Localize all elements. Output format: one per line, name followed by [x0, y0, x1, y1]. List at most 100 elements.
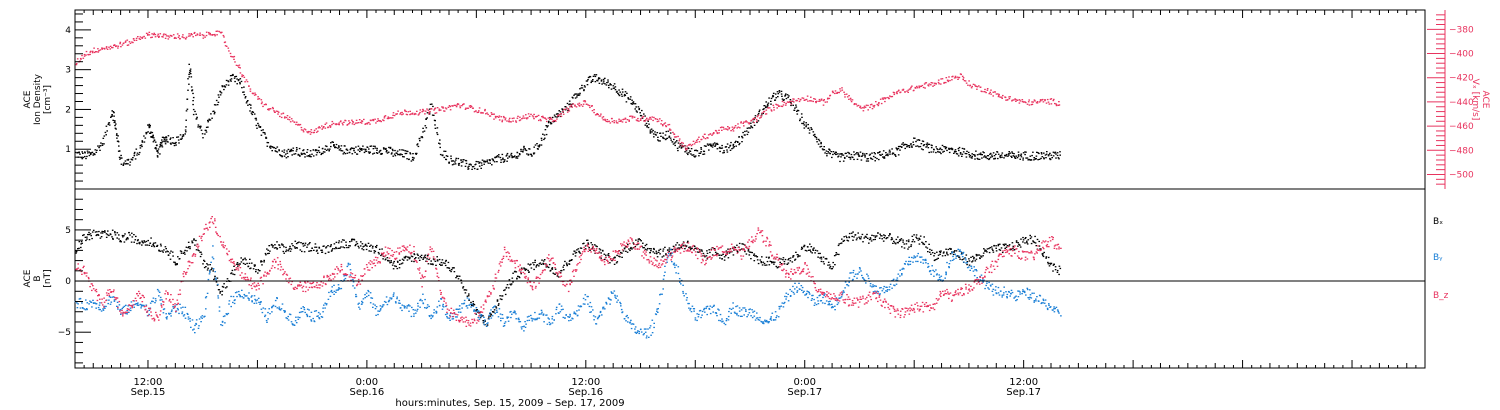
bx-point	[803, 246, 805, 248]
density-point	[793, 109, 796, 111]
velocity-point	[218, 30, 220, 33]
bx-point	[302, 242, 304, 245]
velocity-point	[716, 132, 718, 134]
velocity-point	[990, 89, 992, 91]
by-point	[82, 307, 84, 309]
density-point	[281, 156, 283, 158]
density-point	[716, 143, 719, 145]
velocity-point	[400, 112, 402, 114]
velocity-point	[466, 107, 469, 109]
by-point	[478, 310, 480, 312]
density-point	[1047, 155, 1050, 157]
density-point	[588, 76, 590, 78]
density-point	[872, 155, 875, 158]
by-point	[798, 282, 800, 284]
bx-point	[141, 241, 144, 243]
by-point	[246, 295, 248, 297]
by-point	[438, 304, 441, 307]
bx-point	[1052, 270, 1054, 272]
velocity-point	[457, 103, 460, 105]
by-point	[590, 306, 593, 308]
density-point	[612, 85, 615, 87]
velocity-point	[322, 127, 324, 129]
density-point	[241, 87, 243, 89]
density-point	[102, 137, 105, 139]
density-point	[581, 87, 584, 89]
velocity-point	[593, 109, 595, 111]
velocity-point	[897, 90, 900, 92]
velocity-point	[689, 143, 691, 145]
density-point	[234, 80, 236, 83]
velocity-point	[984, 88, 986, 91]
density-point	[705, 145, 707, 147]
bx-point	[364, 243, 367, 245]
density-point	[902, 144, 905, 146]
density-point	[905, 144, 908, 146]
velocity-point	[378, 120, 381, 122]
velocity-point	[262, 105, 264, 108]
bx-point	[794, 259, 796, 261]
bx-point	[639, 239, 641, 241]
by-point	[664, 271, 666, 273]
velocity-point	[387, 116, 390, 118]
by-point	[473, 309, 476, 311]
by-point	[466, 305, 468, 307]
bx-point	[472, 303, 475, 305]
bx-point	[671, 248, 674, 251]
density-point	[279, 154, 281, 156]
by-point	[653, 326, 655, 329]
by-point	[637, 330, 639, 332]
bx-point	[212, 270, 214, 272]
density-point	[766, 103, 769, 106]
by-point	[569, 315, 571, 317]
density-point	[463, 159, 465, 161]
density-point	[161, 146, 164, 148]
by-point	[818, 295, 821, 297]
velocity-point	[638, 120, 640, 122]
by-point	[503, 324, 506, 327]
by-point	[629, 322, 631, 324]
density-point	[236, 78, 238, 80]
velocity-point	[932, 85, 934, 87]
by-point	[836, 300, 838, 302]
by-point	[264, 315, 266, 318]
density-point	[1053, 152, 1056, 154]
density-point	[454, 163, 457, 165]
density-point	[167, 141, 169, 143]
density-point	[799, 119, 801, 122]
density-point	[78, 151, 80, 153]
velocity-point	[578, 104, 580, 106]
by-point	[255, 302, 258, 304]
density-point	[655, 134, 657, 136]
bx-point	[390, 261, 392, 263]
bx-point	[789, 257, 792, 259]
by-point	[112, 296, 115, 298]
density-point	[169, 138, 171, 140]
velocity-point	[872, 105, 874, 107]
by-point	[858, 267, 861, 269]
velocity-point	[494, 117, 497, 119]
velocity-point	[459, 107, 462, 109]
bx-point	[1054, 269, 1057, 271]
density-point	[963, 148, 966, 150]
bx-point	[546, 266, 549, 268]
density-point	[981, 154, 983, 156]
bx-point	[249, 258, 251, 260]
velocity-point	[387, 117, 389, 120]
velocity-point	[272, 108, 274, 110]
velocity-point	[519, 116, 521, 118]
density-point	[116, 133, 118, 135]
velocity-point	[971, 85, 973, 88]
density-point	[425, 127, 428, 129]
velocity-point	[737, 123, 739, 125]
density-point	[689, 150, 692, 152]
bx-point	[574, 255, 577, 257]
velocity-point	[1011, 100, 1013, 102]
density-point	[205, 129, 207, 132]
by-point	[102, 309, 105, 311]
by-point	[297, 318, 300, 320]
density-point	[323, 151, 326, 153]
by-point	[292, 323, 294, 325]
velocity-point	[550, 117, 552, 119]
by-point	[236, 295, 238, 298]
